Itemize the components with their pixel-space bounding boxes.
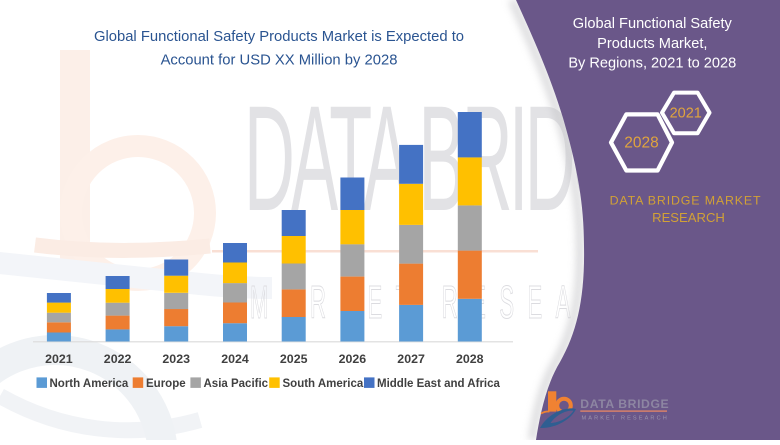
svg-text:Global Functional Safety Produ: Global Functional Safety Products Market… [94, 29, 464, 45]
svg-text:2027: 2027 [397, 352, 425, 366]
svg-text:2024: 2024 [221, 352, 249, 366]
svg-text:North America: North America [50, 378, 129, 390]
svg-text:Middle East and Africa: Middle East and Africa [377, 378, 501, 390]
svg-text:2022: 2022 [104, 352, 132, 366]
svg-text:2021: 2021 [670, 106, 702, 122]
svg-text:DATA BRIDGE: DATA BRIDGE [580, 397, 669, 411]
svg-text:Europe: Europe [146, 378, 186, 390]
svg-text:2023: 2023 [162, 352, 190, 366]
svg-text:DATA BRIDGE MARKET: DATA BRIDGE MARKET [610, 193, 762, 207]
svg-text:Asia Pacific: Asia Pacific [204, 378, 269, 390]
svg-text:RESEARCH: RESEARCH [652, 210, 725, 225]
svg-text:2025: 2025 [280, 352, 308, 366]
svg-text:2028: 2028 [456, 352, 484, 366]
svg-text:Account for USD XX Million by: Account for USD XX Million by 2028 [161, 53, 398, 69]
svg-text:2021: 2021 [45, 352, 73, 366]
svg-text:2026: 2026 [339, 352, 367, 366]
svg-text:Global Functional Safety: Global Functional Safety [573, 16, 733, 32]
svg-text:By Regions, 2021 to 2028: By Regions, 2021 to 2028 [568, 56, 736, 72]
svg-text:South America: South America [283, 378, 364, 390]
svg-text:2028: 2028 [624, 135, 658, 152]
svg-text:MARKET RESEARCH: MARKET RESEARCH [582, 416, 669, 422]
svg-text:Products Market,: Products Market, [597, 36, 707, 52]
